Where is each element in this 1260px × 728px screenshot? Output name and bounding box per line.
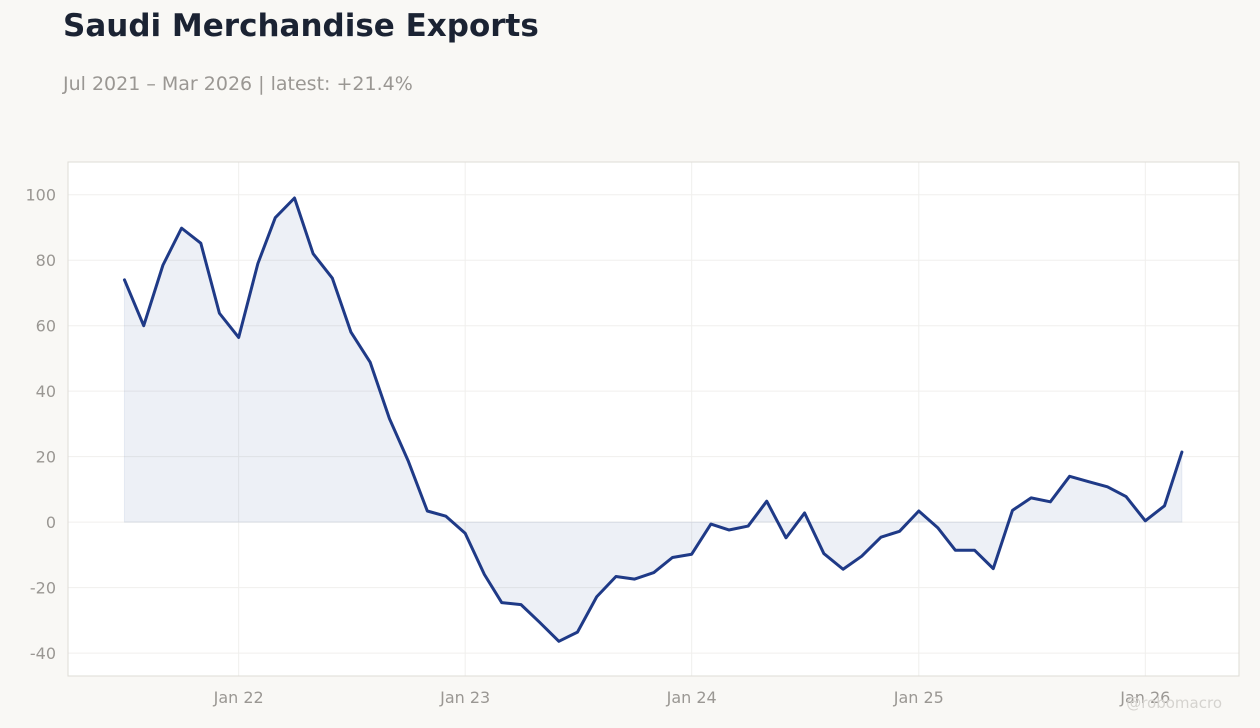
- chart-title: Saudi Merchandise Exports: [63, 8, 539, 44]
- y-axis: 100 80 60 40 20 0 -20 -40: [25, 186, 56, 663]
- y-tick-label: 0: [46, 513, 56, 532]
- y-tick-label: 60: [36, 317, 56, 336]
- series-line: [122, 196, 1184, 643]
- chart-subtitle: Jul 2021 – Mar 2026 | latest: +21.4%: [63, 73, 413, 95]
- y-tick-label: 40: [36, 382, 56, 401]
- y-tick-label: -20: [30, 579, 56, 598]
- plot-frame: [67, 161, 1240, 677]
- gridlines: [68, 162, 1239, 676]
- y-tick-label: 100: [25, 186, 56, 205]
- y-tick-label: -40: [30, 644, 56, 663]
- y-tick-label: 20: [36, 448, 56, 467]
- x-tick-label: Jan 25: [893, 688, 944, 707]
- x-axis: Jan 22 Jan 23 Jan 24 Jan 25 Jan 26: [213, 688, 1171, 707]
- watermark: @robomacro: [1126, 694, 1222, 712]
- y-tick-label: 80: [36, 251, 56, 270]
- x-tick-label: Jan 26: [1119, 688, 1170, 707]
- x-tick-label: Jan 24: [666, 688, 717, 707]
- x-tick-label: Jan 22: [213, 688, 264, 707]
- x-tick-label: Jan 23: [439, 688, 490, 707]
